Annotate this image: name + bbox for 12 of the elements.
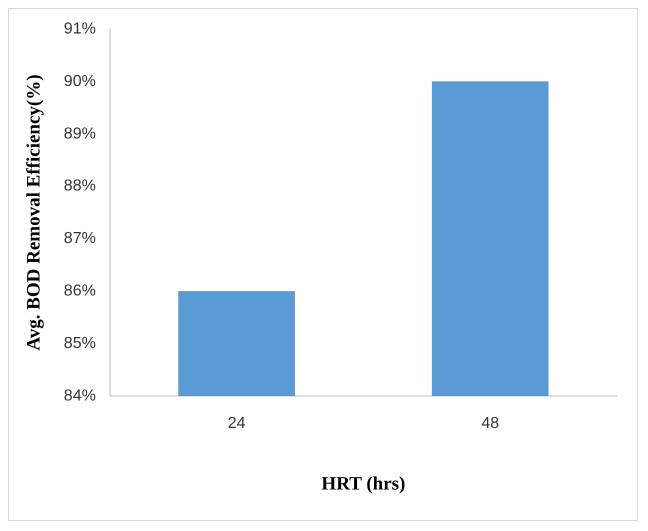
y-tick-label: 90% xyxy=(64,72,96,90)
y-tick-label: 89% xyxy=(64,125,96,142)
y-tick-label: 88% xyxy=(64,178,96,195)
y-tick-label: 86% xyxy=(64,282,96,300)
y-axis-title: Avg. BOD Removal Efficiency(%) xyxy=(23,74,44,351)
x-tick-label: 24 xyxy=(228,415,246,432)
y-tick-label: 91% xyxy=(64,20,96,38)
y-tick-label: 87% xyxy=(64,230,96,248)
y-tick-label: 85% xyxy=(64,334,96,352)
x-tick-label: 48 xyxy=(481,415,500,432)
y-tick-label: 84% xyxy=(64,387,96,404)
x-axis-title: HRT (hrs) xyxy=(321,474,406,495)
